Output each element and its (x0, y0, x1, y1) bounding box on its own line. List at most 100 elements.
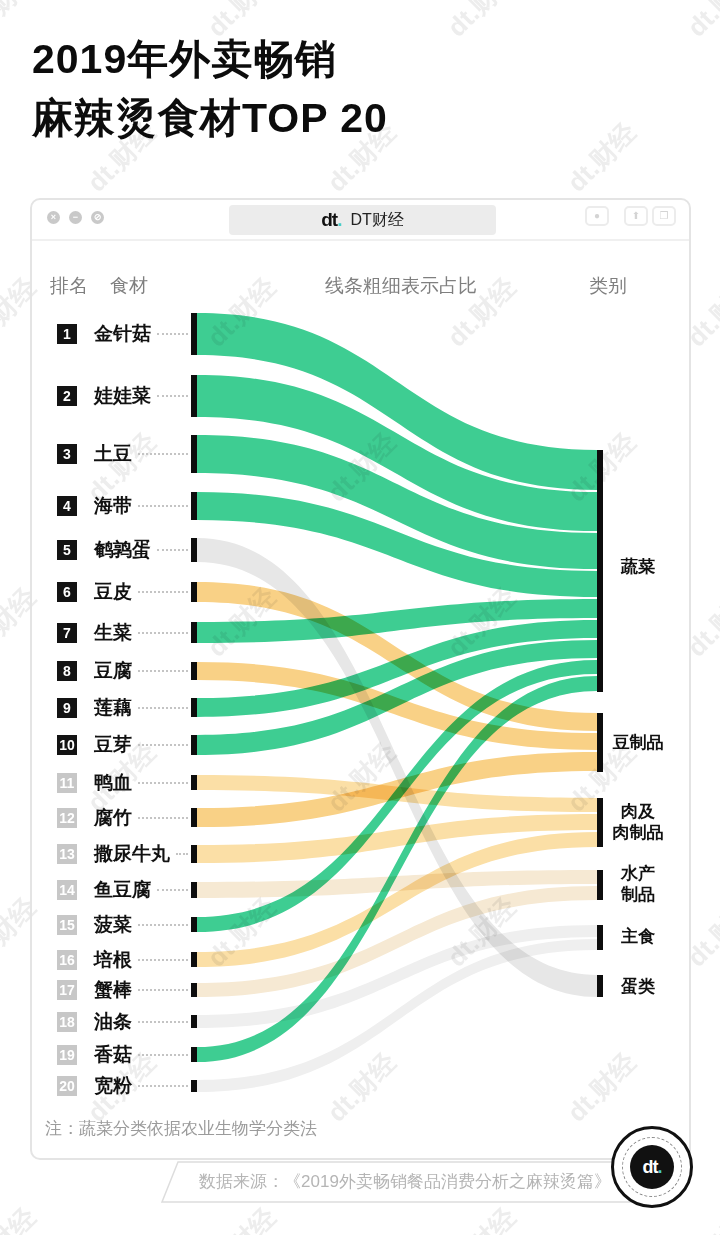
rank-badge: 4 (57, 496, 77, 516)
rank-row: 13 撒尿牛丸 (57, 844, 188, 864)
ingredient-label: 生菜 (94, 620, 132, 646)
ingredient-label: 鸭血 (94, 770, 132, 796)
leader-dots (138, 1021, 188, 1023)
source-node-bar (191, 917, 197, 932)
rank-badge: 2 (57, 386, 77, 406)
ingredient-label: 蟹棒 (94, 977, 132, 1003)
source-node-bar (191, 1080, 197, 1092)
rank-badge: 13 (57, 844, 77, 864)
source-node-bar (191, 1047, 197, 1062)
rank-row: 5 鹌鹑蛋 (57, 540, 188, 560)
leader-dots (138, 959, 188, 961)
source-node-bar (191, 698, 197, 717)
ingredient-label: 撒尿牛丸 (94, 841, 170, 867)
rank-row: 12 腐竹 (57, 808, 188, 828)
leader-dots (138, 817, 188, 819)
category-node-bar (597, 870, 603, 900)
rank-badge: 18 (57, 1012, 77, 1032)
source-node-bar (191, 808, 197, 827)
rank-badge: 7 (57, 623, 77, 643)
data-source: 数据来源：《2019外卖畅销餐品消费分析之麻辣烫篇》 (170, 1162, 640, 1202)
leader-dots (176, 853, 188, 855)
source-node-bar (191, 492, 197, 520)
rank-row: 16培根 (57, 950, 188, 970)
leader-dots (138, 707, 188, 709)
rank-badge: 1 (57, 324, 77, 344)
ingredient-label: 豆腐 (94, 658, 132, 684)
rank-badge: 11 (57, 773, 77, 793)
rank-badge: 20 (57, 1076, 77, 1096)
rank-row: 6豆皮 (57, 582, 188, 602)
category-node-bar (597, 450, 603, 692)
ingredient-label: 鹌鹑蛋 (94, 537, 151, 563)
rank-row: 11 鸭血 (57, 773, 188, 793)
leader-dots (138, 744, 188, 746)
rank-row: 17蟹棒 (57, 980, 188, 1000)
rank-badge: 9 (57, 698, 77, 718)
ingredient-label: 宽粉 (94, 1073, 132, 1099)
category-label-1: 蔬菜 (610, 556, 666, 577)
category-node-bar (597, 925, 603, 950)
leader-dots (157, 549, 188, 551)
ingredient-label: 莲藕 (94, 695, 132, 721)
ingredient-label: 海带 (94, 493, 132, 519)
rank-badge: 15 (57, 915, 77, 935)
rank-row: 19 香菇 (57, 1045, 188, 1065)
leader-dots (157, 333, 188, 335)
rank-row: 15 菠菜 (57, 915, 188, 935)
category-label-5: 主食 (610, 926, 666, 947)
rank-badge: 3 (57, 444, 77, 464)
ingredient-label: 香菇 (94, 1042, 132, 1068)
rank-badge: 5 (57, 540, 77, 560)
source-node-bar (191, 845, 197, 863)
source-node-bar (191, 662, 197, 680)
leader-dots (138, 632, 188, 634)
leader-dots (138, 989, 188, 991)
leader-dots (138, 453, 188, 455)
source-node-bar (191, 882, 197, 898)
leader-dots (138, 670, 188, 672)
ingredient-label: 菠菜 (94, 912, 132, 938)
category-node-bar (597, 798, 603, 847)
leader-dots (157, 889, 188, 891)
ingredient-label: 娃娃菜 (94, 383, 151, 409)
source-node-bar (191, 375, 197, 417)
rank-row: 14 鱼豆腐 (57, 880, 188, 900)
rank-row: 10豆芽 (57, 735, 188, 755)
rank-badge: 8 (57, 661, 77, 681)
leader-dots (138, 924, 188, 926)
source-node-bar (191, 775, 197, 790)
rank-row: 4 海带 (57, 496, 188, 516)
footnote: 注：蔬菜分类依据农业生物学分类法 (45, 1117, 317, 1140)
source-node-bar (191, 435, 197, 473)
ingredient-label: 金针菇 (94, 321, 151, 347)
category-node-bar (597, 975, 603, 997)
ingredient-label: 鱼豆腐 (94, 877, 151, 903)
rank-badge: 16 (57, 950, 77, 970)
leader-dots (157, 395, 188, 397)
category-label-2: 豆制品 (610, 732, 666, 753)
source-node-bar (191, 983, 197, 997)
rank-row: 18油条 (57, 1012, 188, 1032)
rank-row: 2 娃娃菜 (57, 386, 188, 406)
rank-badge: 14 (57, 880, 77, 900)
ingredient-label: 豆皮 (94, 579, 132, 605)
category-label-3: 肉及肉制品 (610, 801, 666, 843)
rank-badge: 12 (57, 808, 77, 828)
rank-row: 1 金针菇 (57, 324, 188, 344)
ingredient-label: 土豆 (94, 441, 132, 467)
leader-dots (138, 505, 188, 507)
category-label-4: 水产制品 (610, 863, 666, 905)
category-node-bar (597, 713, 603, 772)
rank-badge: 19 (57, 1045, 77, 1065)
leader-dots (138, 782, 188, 784)
rank-badge: 10 (57, 735, 77, 755)
source-node-bar (191, 1015, 197, 1028)
rank-row: 7 生菜 (57, 623, 188, 643)
rank-row: 8 豆腐 (57, 661, 188, 681)
ingredient-label: 腐竹 (94, 805, 132, 831)
source-node-bar (191, 313, 197, 355)
rank-row: 9 莲藕 (57, 698, 188, 718)
leader-dots (138, 591, 188, 593)
source-node-bar (191, 735, 197, 755)
